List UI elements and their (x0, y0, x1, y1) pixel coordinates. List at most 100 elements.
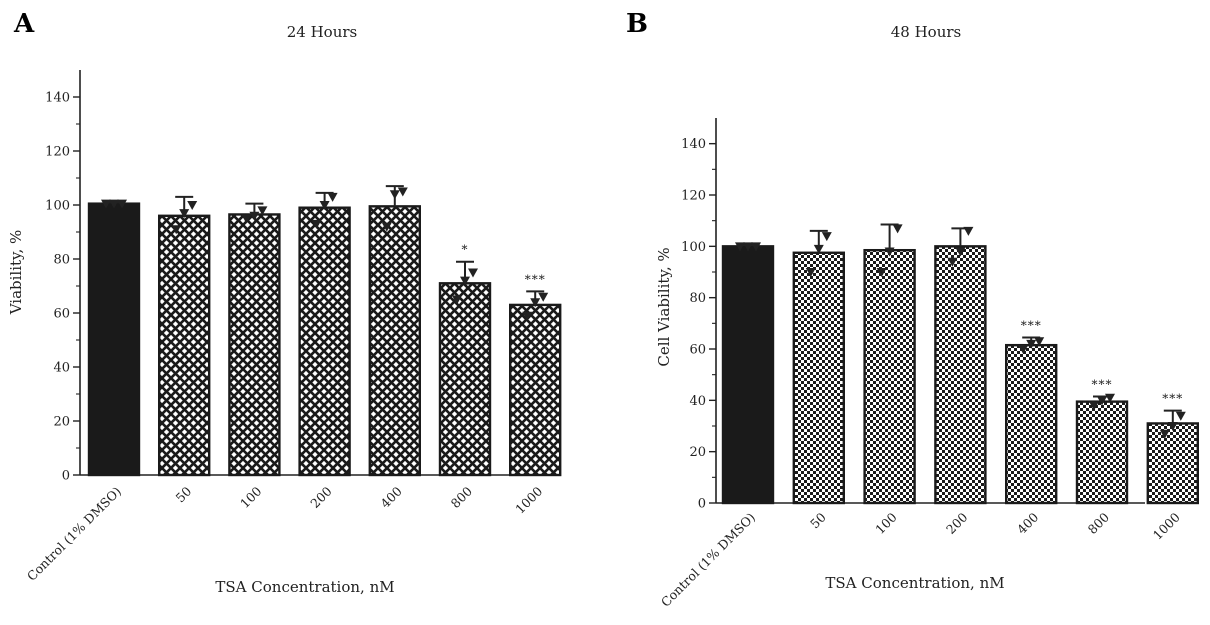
data-point (963, 226, 974, 236)
panel-b: B 48 Hours Cell Viability, % TSA Concent… (626, 9, 1200, 610)
data-point (1105, 393, 1115, 403)
significance-label: * (462, 243, 469, 257)
y-tick-label: 140 (45, 91, 70, 106)
bar (438, 282, 492, 477)
x-tick-label: 1000 (512, 483, 545, 516)
data-point (171, 225, 182, 235)
data-point (1097, 396, 1107, 406)
x-tick-label: 200 (943, 509, 971, 537)
y-tick-label: 20 (53, 415, 70, 430)
bar (87, 202, 141, 477)
data-point (1018, 345, 1029, 354)
data-point (947, 257, 958, 267)
bar (1146, 422, 1200, 505)
data-point (1034, 337, 1045, 347)
data-point (101, 199, 111, 209)
panel-a: A 24 Hours Viability, % TSA Concentratio… (7, 9, 562, 596)
data-point (319, 201, 330, 210)
bar (721, 245, 775, 505)
data-point (813, 244, 824, 254)
data-point (805, 268, 816, 277)
panel-letter-a: A (13, 9, 35, 39)
y-tick-label: 20 (689, 445, 706, 460)
data-point (452, 295, 462, 305)
data-point (1159, 429, 1170, 439)
y-tick-label: 120 (681, 189, 706, 204)
y-tick-label: 40 (53, 361, 70, 376)
bar (228, 213, 281, 477)
x-tick-label: 800 (448, 483, 476, 511)
x-tick-label: Control (1% DMSO) (658, 510, 758, 610)
data-point (311, 219, 322, 229)
data-point (117, 199, 127, 209)
x-tick-label: 100 (872, 509, 900, 537)
data-point (1026, 339, 1037, 349)
x-tick-label: Control (1% DMSO) (24, 484, 124, 584)
y-tick-label: 40 (689, 394, 706, 409)
data-point (522, 311, 533, 321)
bar (863, 248, 916, 505)
x-tick-label: 100 (237, 483, 265, 511)
y-axis-label-a: Viability, % (7, 230, 25, 316)
y-tick-label: 120 (45, 145, 70, 160)
data-point (187, 201, 198, 210)
data-point (743, 242, 753, 252)
y-tick-label: 140 (681, 137, 706, 152)
data-point (884, 247, 895, 257)
y-tick-label: 80 (53, 253, 70, 268)
data-point (327, 192, 338, 202)
y-tick-label: 0 (698, 497, 706, 512)
x-tick-label: 800 (1085, 509, 1113, 537)
panel-title-a: 24 Hours (287, 23, 358, 41)
x-tick-label: 50 (807, 509, 829, 531)
data-point (241, 214, 252, 224)
significance-label: *** (1092, 377, 1113, 391)
data-point (538, 292, 549, 302)
plot-area-b: 0 20 40 60 80 100 120 140 Control (1% DMSO) 50 100… (658, 118, 1200, 610)
data-point (1167, 422, 1178, 431)
significance-label: *** (1021, 318, 1042, 332)
bar (792, 251, 845, 505)
panel-letter-b: B (626, 9, 648, 39)
data-point (389, 190, 400, 200)
data-point (249, 211, 260, 221)
x-tick-label: 1000 (1150, 509, 1183, 542)
significance-label: *** (525, 272, 546, 286)
data-point (381, 222, 392, 232)
plot-area-a: 0 20 40 60 80 100 120 140 Control (1% DMSO) 50 100… (24, 70, 562, 584)
bar (368, 205, 421, 477)
bar (1075, 400, 1129, 505)
bar (157, 214, 211, 477)
y-tick-label: 60 (53, 307, 70, 322)
data-point (460, 276, 470, 286)
y-tick-label: 100 (45, 199, 70, 214)
x-tick-label: 200 (307, 483, 335, 511)
bar (934, 245, 987, 505)
data-point (735, 242, 745, 252)
data-point (530, 298, 541, 308)
y-axis-label-b: Cell Viability, % (655, 247, 673, 366)
x-axis-label-a: TSA Concentration, nM (215, 578, 394, 596)
y-tick-label: 100 (681, 240, 706, 255)
panel-title-b: 48 Hours (891, 23, 962, 41)
x-axis-label-b: TSA Concentration, nM (825, 574, 1004, 592)
x-tick-label: 50 (172, 483, 194, 505)
y-tick-label: 60 (689, 343, 706, 358)
data-point (876, 268, 887, 277)
data-point (892, 224, 903, 234)
bar (298, 206, 351, 477)
data-point (1175, 411, 1186, 421)
x-tick-label: 400 (1014, 509, 1042, 537)
data-point (257, 206, 268, 216)
data-point (1089, 401, 1099, 411)
data-point (751, 242, 761, 252)
data-point (955, 247, 966, 257)
data-point (468, 268, 478, 278)
x-tick-label: 400 (377, 483, 405, 511)
data-point (179, 209, 190, 219)
data-point (397, 187, 408, 197)
y-tick-label: 80 (689, 291, 706, 306)
significance-label: *** (1162, 392, 1183, 406)
